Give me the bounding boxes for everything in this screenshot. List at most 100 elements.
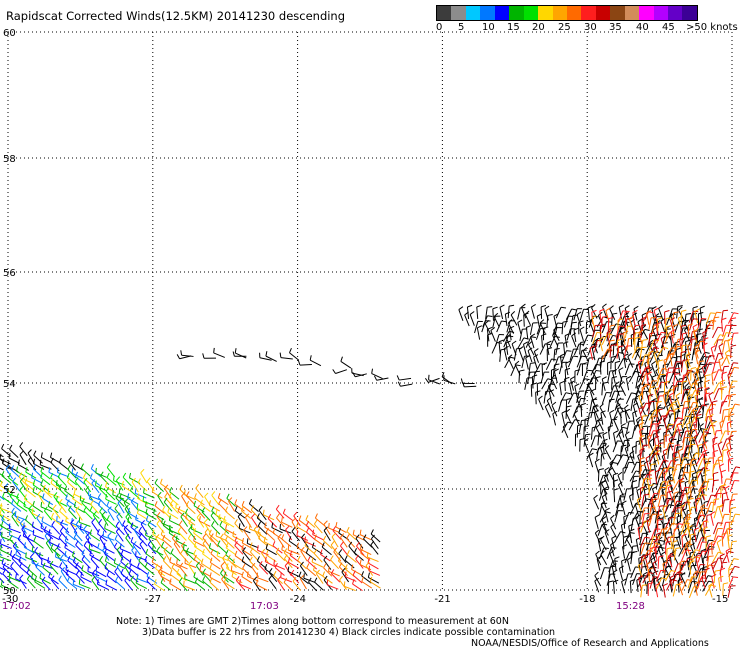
wind-barb [40,452,53,464]
wind-barb [276,513,285,528]
wind-barb [613,416,619,431]
wind-barb [79,523,92,534]
wind-barb [593,404,599,419]
wind-barb [65,494,76,507]
wind-barb [561,320,568,335]
wind-barb [510,364,521,377]
wind-barb [26,574,36,589]
wind-barb [259,561,269,575]
wind-barb [697,550,708,563]
wind-barb [59,526,69,541]
wind-barb [686,394,693,409]
legend-label: 30 [584,22,597,33]
wind-barb [649,415,659,428]
wind-barb [660,335,666,351]
wind-barb [536,381,543,396]
wind-barb [102,546,110,561]
wind-barb [626,556,633,572]
wind-barb [633,305,639,321]
wind-barb [612,579,619,594]
wind-barb [164,484,172,499]
legend-swatch [465,6,481,20]
axis-labels: 60 58 56 54 52 50-30 -27 -24 -21 -18 -15 17:02 17:03… [2,28,728,612]
wind-barb [696,404,708,416]
wind-barb [312,529,324,541]
wind-barb [655,449,661,465]
wind-barb [651,497,657,513]
wind-barb [31,573,43,585]
wind-barb [616,345,624,359]
wind-barb [649,386,656,400]
wind-barb [663,328,671,342]
wind-barb [104,563,116,576]
wind-barb [106,472,117,486]
wind-barb [43,526,54,540]
wind-barb [645,455,651,470]
wind-barb [594,571,602,587]
wind-barb [234,550,246,563]
wind-barb [524,310,531,326]
wind-barb [728,393,736,407]
wind-barb [306,563,317,577]
wind-barb [711,371,717,386]
wind-barb [624,511,634,524]
wind-barb [579,341,586,355]
wind-barb [305,548,317,561]
wind-barb [644,412,655,425]
wind-barb [675,392,681,408]
wind-barb [728,434,734,450]
wind-barb [119,543,132,555]
wind-barb [339,541,349,556]
wind-barb [721,478,732,491]
wind-barb [330,555,340,570]
lon-label: -30 [2,594,18,605]
wind-barb [639,510,646,524]
wind-barb [492,306,498,321]
wind-barb [568,380,575,396]
wind-barb [144,556,155,569]
wind-barb [243,526,251,541]
wind-barb [305,515,316,528]
wind-barb [322,571,333,584]
wind-barb [655,322,662,337]
wind-barb [96,579,109,590]
wind-barb [252,576,261,591]
wind-barb [663,410,675,422]
wind-barb [663,470,669,485]
wind-barb [574,369,581,383]
wind-barb [58,498,67,514]
legend-swatch [610,6,625,20]
wind-barb [525,336,536,348]
wind-barb [638,329,644,345]
wind-barb [692,323,698,339]
wind-barb [72,459,84,471]
legend-swatch [523,6,539,20]
wind-barb [291,517,299,533]
wind-barb [688,428,698,442]
wind-barb [74,471,85,485]
wind-barb [67,456,76,471]
wind-barb [0,489,3,492]
wind-barb [576,311,582,327]
wind-barb [115,576,125,590]
wind-barb [578,320,584,335]
wind-barb [82,473,93,487]
wind-barb [620,410,626,425]
wind-barb [330,569,341,583]
wind-barb [685,353,692,369]
wind-barb [171,562,182,577]
wind-barb [23,542,35,554]
wind-barb [42,562,53,576]
wind-barb [602,438,608,454]
wind-barb [175,502,187,514]
wind-barb [249,542,261,555]
wind-barb [587,305,594,320]
wind-barb [130,575,139,590]
wind-barb [0,479,3,484]
wind-barb [352,579,363,592]
wind-barb [637,525,643,541]
wind-barb [34,546,43,561]
lat-label: 60 [3,28,16,39]
wind-barb [693,379,699,395]
wind-barb [25,552,38,563]
